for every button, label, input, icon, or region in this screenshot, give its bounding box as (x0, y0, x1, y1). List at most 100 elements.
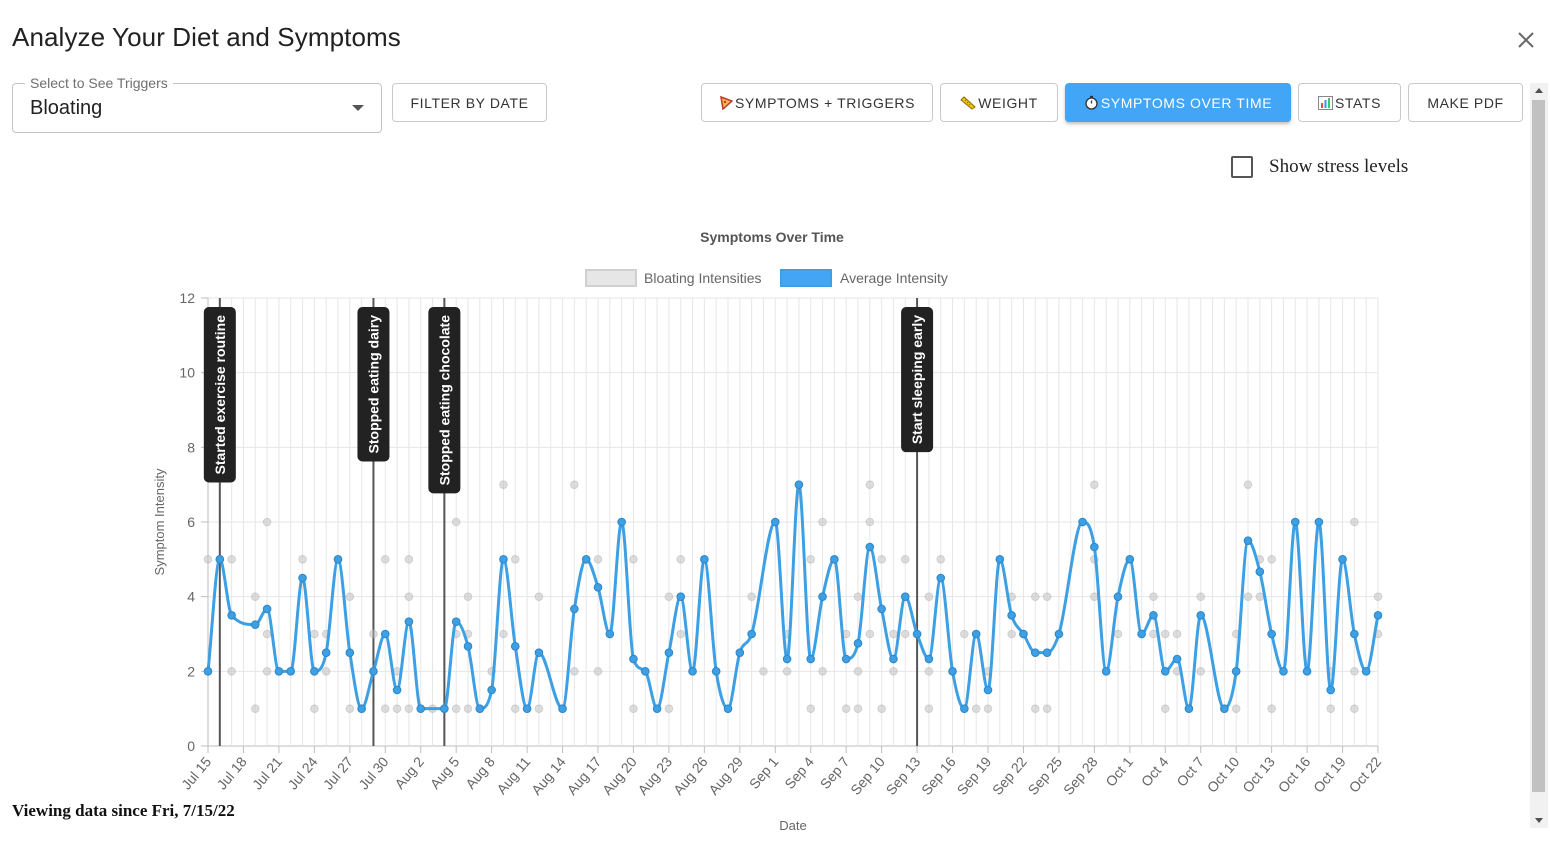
bloating-point (1042, 704, 1052, 713)
y-tick-label: 2 (187, 663, 195, 679)
y-tick-label: 8 (187, 439, 195, 455)
bloating-point (865, 480, 875, 489)
chart-grid (207, 297, 1379, 747)
bloating-point (203, 555, 213, 564)
bloating-point (593, 555, 603, 564)
average-point (463, 642, 473, 651)
annotation-box (203, 307, 236, 483)
average-point (227, 611, 236, 620)
average-point (770, 517, 780, 527)
bloating-point (1267, 555, 1276, 564)
average-point (593, 583, 603, 592)
bloating-point (1231, 704, 1241, 713)
scroll-down-arrow-icon[interactable] (1535, 818, 1543, 823)
average-point (936, 573, 946, 583)
average-point (522, 704, 532, 713)
filter-by-date-button[interactable]: FILTER BY DATE (392, 83, 547, 122)
annotation-labels: Started exercise routine Stopped eating d… (203, 307, 934, 494)
bloating-point (262, 629, 272, 639)
bloating-point (369, 629, 378, 639)
y-axis-label: Symptom Intensity (152, 468, 167, 575)
bloating-point (1149, 629, 1158, 639)
x-tick-label: Oct 19 (1310, 753, 1349, 795)
bloating-point (499, 629, 508, 639)
x-tick-label: Aug 26 (670, 753, 711, 797)
average-point (889, 654, 898, 664)
annotation-label: Start sleeping early (901, 307, 934, 453)
bloating-point (1007, 629, 1016, 639)
average-point (735, 648, 745, 657)
bloating-point (1326, 704, 1336, 713)
average-point (404, 617, 414, 626)
scroll-up-arrow-icon[interactable] (1535, 88, 1543, 93)
trigger-select[interactable]: Select to See Triggers Bloating (12, 75, 382, 133)
make-pdf-button[interactable]: MAKE PDF (1408, 83, 1523, 122)
close-icon (1518, 32, 1534, 48)
y-tick-label: 10 (179, 365, 195, 381)
symptoms-over-time-chart: Symptoms Over Time Bloating Intensities … (152, 229, 1384, 830)
bloating-point (818, 667, 827, 676)
average-point (865, 542, 875, 552)
bloating-point (782, 667, 792, 676)
bloating-point (877, 704, 886, 713)
stress-checkbox[interactable] (1231, 156, 1253, 178)
average-point (818, 592, 827, 601)
average-point (841, 654, 851, 664)
weight-label: WEIGHT (978, 94, 1038, 111)
symptoms-over-time-button[interactable]: SYMPTOMS OVER TIME (1065, 83, 1291, 122)
x-tick-label: Jul 21 (249, 753, 285, 792)
scrollbar[interactable] (1530, 83, 1548, 828)
bloating-point (806, 555, 816, 564)
bloating-point (676, 629, 686, 639)
stats-button[interactable]: STATS (1298, 83, 1401, 122)
close-button[interactable] (1510, 24, 1542, 56)
symptoms-triggers-button[interactable]: SYMPTOMS + TRIGGERS (701, 83, 933, 122)
average-point (1350, 629, 1359, 639)
average-point (215, 555, 225, 564)
x-tick-label: Jul 27 (320, 753, 356, 792)
x-tick-label: Sep 19 (954, 753, 995, 797)
average-point (416, 704, 426, 713)
average-point (1172, 654, 1182, 664)
bloating-point (818, 517, 827, 527)
average-point (1019, 629, 1028, 639)
average-point (924, 654, 934, 664)
average-point (1243, 536, 1253, 545)
bloating-point (380, 555, 390, 564)
bloating-point (570, 667, 579, 676)
average-point (451, 617, 461, 626)
x-tick-label: Aug 20 (599, 753, 640, 797)
bloating-point (1243, 592, 1253, 601)
bloating-point (1030, 592, 1040, 601)
x-tick-label: Sep 4 (781, 753, 817, 791)
bloating-point (510, 704, 520, 713)
bloating-point (1350, 667, 1359, 676)
bloating-point (1042, 592, 1052, 601)
x-tick-label: Sep 28 (1060, 753, 1101, 797)
bloating-point (960, 629, 969, 639)
annotation-label: Stopped eating chocolate (428, 307, 461, 494)
average-point (380, 629, 390, 639)
bloating-point (664, 704, 674, 713)
bloating-point (865, 629, 875, 639)
bloating-point (1113, 629, 1123, 639)
average-point (1220, 704, 1229, 713)
legend-swatch-bloating (585, 269, 637, 287)
bloating-point (345, 704, 355, 713)
x-tick-label: Aug 2 (391, 753, 427, 791)
bloating-point (1090, 480, 1099, 489)
bloating-point (806, 704, 816, 713)
bloating-point (1255, 592, 1265, 601)
scroll-thumb[interactable] (1532, 100, 1545, 792)
bloating-point (1160, 629, 1170, 639)
stopwatch-icon (1084, 95, 1099, 110)
bloating-point (380, 704, 390, 713)
annotation-label: Stopped eating dairy (357, 307, 390, 462)
annotation-text: Start sleeping early (909, 315, 925, 444)
average-point (1231, 667, 1241, 676)
average-point (995, 555, 1005, 564)
stress-toggle[interactable]: Show stress levels (1231, 156, 1408, 178)
average-point (806, 654, 816, 664)
weight-button[interactable]: WEIGHT (940, 83, 1058, 122)
bloating-point (676, 555, 686, 564)
